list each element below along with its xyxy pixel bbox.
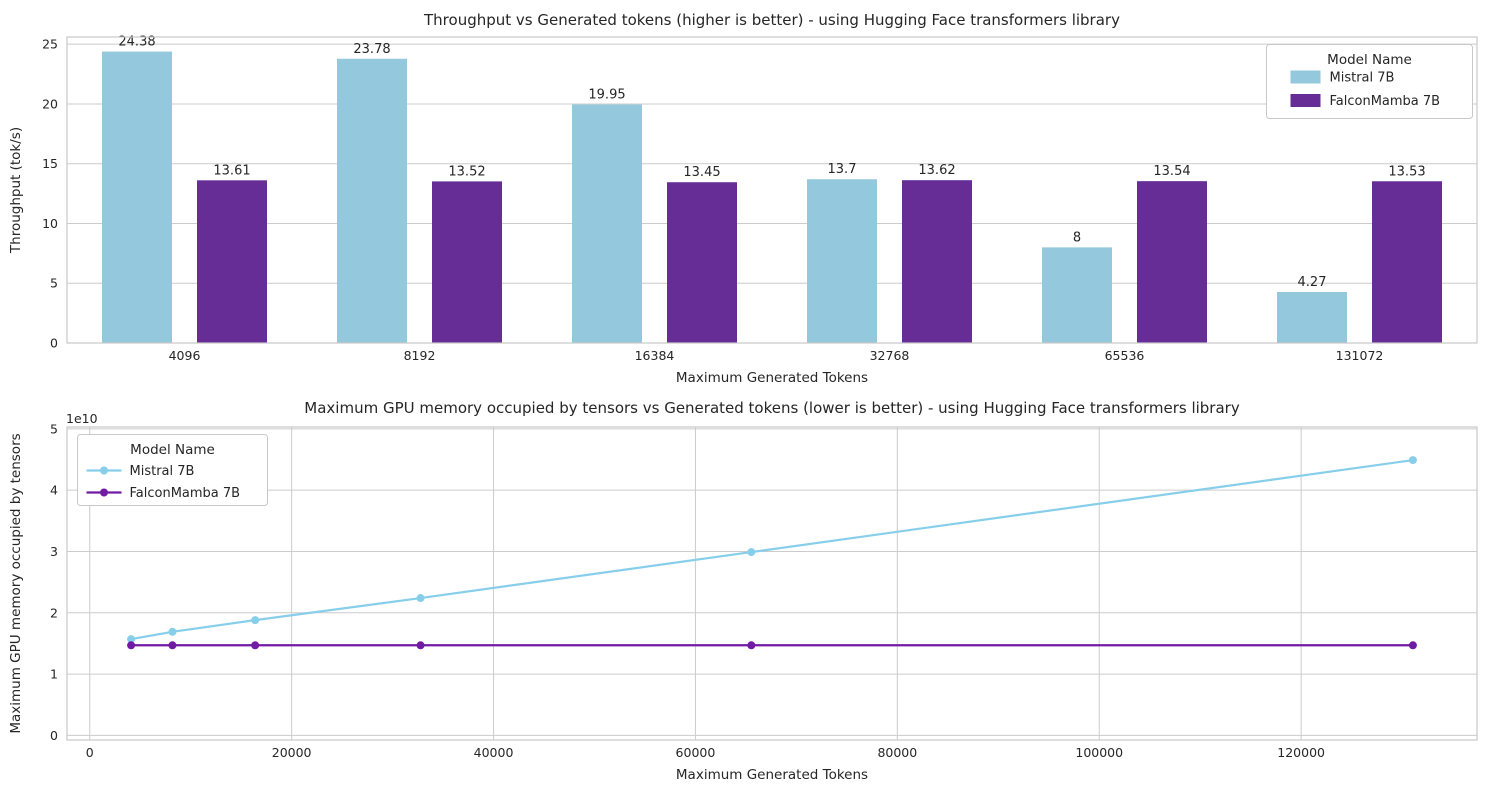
marker-falconmamba-7b — [168, 641, 177, 650]
plot-border — [66, 426, 1478, 741]
legend-marker — [100, 466, 108, 475]
legend-label: Mistral 7B — [130, 464, 195, 479]
x-tick-label: 40000 — [474, 745, 514, 760]
legend: Model Name Mistral 7B FalconMamba 7B — [77, 434, 268, 506]
plot-border — [66, 36, 1478, 344]
y-tick-label: 20 — [42, 96, 58, 111]
y-tick-label: 25 — [42, 37, 58, 52]
y-tick-label: 0 — [50, 728, 58, 743]
bar-value-label: 13.61 — [213, 163, 250, 178]
marker-mistral-7b — [251, 616, 260, 625]
x-axis-label: Maximum Generated Tokens — [676, 767, 868, 783]
throughput-figure: 24.38 23.78 19.95 13.7 8 4.27 13.61 13.52 13.45 1… — [0, 0, 1500, 398]
marker-falconmamba-7b — [416, 641, 425, 650]
legend-swatch — [1290, 70, 1321, 84]
y-tick-label: 5 — [50, 276, 58, 291]
bar-value-label: 4.27 — [1298, 275, 1327, 290]
marker-falconmamba-7b — [1408, 641, 1417, 650]
legend-title: Model Name — [130, 442, 215, 458]
bar-value-label: 13.52 — [448, 164, 485, 179]
marker-mistral-7b — [416, 594, 425, 603]
bar-value-label: 13.54 — [1153, 164, 1190, 179]
legend-frame — [77, 434, 268, 506]
x-tick-label: 0 — [86, 745, 94, 760]
x-tick-label: 16384 — [635, 348, 675, 363]
bar-value-label: 13.53 — [1388, 164, 1425, 179]
bar-mistral-7b — [1277, 291, 1347, 343]
marker-mistral-7b — [127, 635, 136, 644]
legend-label: FalconMamba 7B — [1330, 94, 1441, 109]
y-tick-label: 4 — [50, 483, 58, 498]
marker-mistral-7b — [168, 627, 177, 636]
x-tick-label: 4096 — [169, 348, 201, 363]
bar-falconmamba-7b — [667, 182, 737, 343]
x-axis-label: Maximum Generated Tokens — [676, 370, 868, 386]
line-mistral-7b — [129, 459, 1415, 641]
bar-value-label: 13.45 — [683, 165, 720, 180]
y-tick-label: 10 — [42, 216, 58, 231]
legend-label: Mistral 7B — [1330, 71, 1395, 86]
y-tick-label: 3 — [50, 544, 58, 559]
bar-value-label: 13.7 — [828, 162, 857, 177]
chart-title: Throughput vs Generated tokens (higher i… — [423, 11, 1120, 29]
legend-marker — [100, 488, 108, 497]
y-axis-offset-text: 1e10 — [66, 411, 98, 426]
x-tick-label: 100000 — [1075, 745, 1123, 760]
chart-title: Maximum GPU memory occupied by tensors v… — [304, 399, 1240, 417]
x-tick-label: 131072 — [1336, 348, 1384, 363]
bar-mistral-7b — [572, 104, 642, 343]
marker-falconmamba-7b — [127, 641, 136, 650]
x-tick-label: 120000 — [1277, 745, 1325, 760]
y-axis-label: Maximum GPU memory occupied by tensors — [8, 433, 24, 733]
x-tick-label: 8192 — [404, 348, 436, 363]
x-tick-label: 80000 — [877, 745, 917, 760]
y-axis-label: Throughput (tok/s) — [8, 127, 24, 254]
bar-falconmamba-7b — [1137, 181, 1207, 343]
marker-mistral-7b — [747, 548, 756, 557]
bar-falconmamba-7b — [432, 181, 502, 343]
bar-falconmamba-7b — [1372, 181, 1442, 343]
bar-value-label: 13.62 — [918, 163, 955, 178]
bar-falconmamba-7b — [197, 180, 267, 343]
gpu-memory-figure: 0 20000 40000 60000 80000 100000 120000 Maximum… — [0, 398, 1500, 800]
x-tick-label: 20000 — [272, 745, 312, 760]
y-tick-label: 2 — [50, 605, 58, 620]
bar-mistral-7b — [102, 51, 172, 343]
bar-mistral-7b — [1042, 247, 1112, 343]
marker-mistral-7b — [1408, 456, 1417, 465]
bar-value-label: 24.38 — [118, 35, 155, 50]
bar-falconmamba-7b — [902, 180, 972, 343]
bar-value-label: 19.95 — [588, 88, 625, 103]
y-tick-label: 5 — [50, 421, 58, 436]
legend: Model Name Mistral 7B FalconMamba 7B — [1266, 44, 1473, 119]
x-tick-label: 65536 — [1105, 348, 1145, 363]
bar-value-label: 8 — [1073, 230, 1081, 245]
gpu-memory-line-chart: 0 20000 40000 60000 80000 100000 120000 Maximum… — [8, 399, 1478, 783]
y-tick-label: 1 — [50, 667, 58, 682]
bar-mistral-7b — [807, 179, 877, 343]
y-tick-label: 0 — [50, 336, 58, 351]
x-tick-label: 60000 — [676, 745, 716, 760]
legend-swatch — [1290, 94, 1321, 107]
y-tick-label: 15 — [42, 156, 58, 171]
throughput-bar-chart: 24.38 23.78 19.95 13.7 8 4.27 13.61 13.52 13.45 1… — [8, 11, 1478, 386]
x-tick-label: 32768 — [870, 348, 910, 363]
legend-label: FalconMamba 7B — [130, 486, 241, 501]
marker-falconmamba-7b — [747, 641, 756, 650]
bar-value-label: 23.78 — [353, 42, 390, 57]
legend-title: Model Name — [1327, 52, 1412, 68]
marker-falconmamba-7b — [251, 641, 260, 650]
bar-mistral-7b — [337, 58, 407, 343]
